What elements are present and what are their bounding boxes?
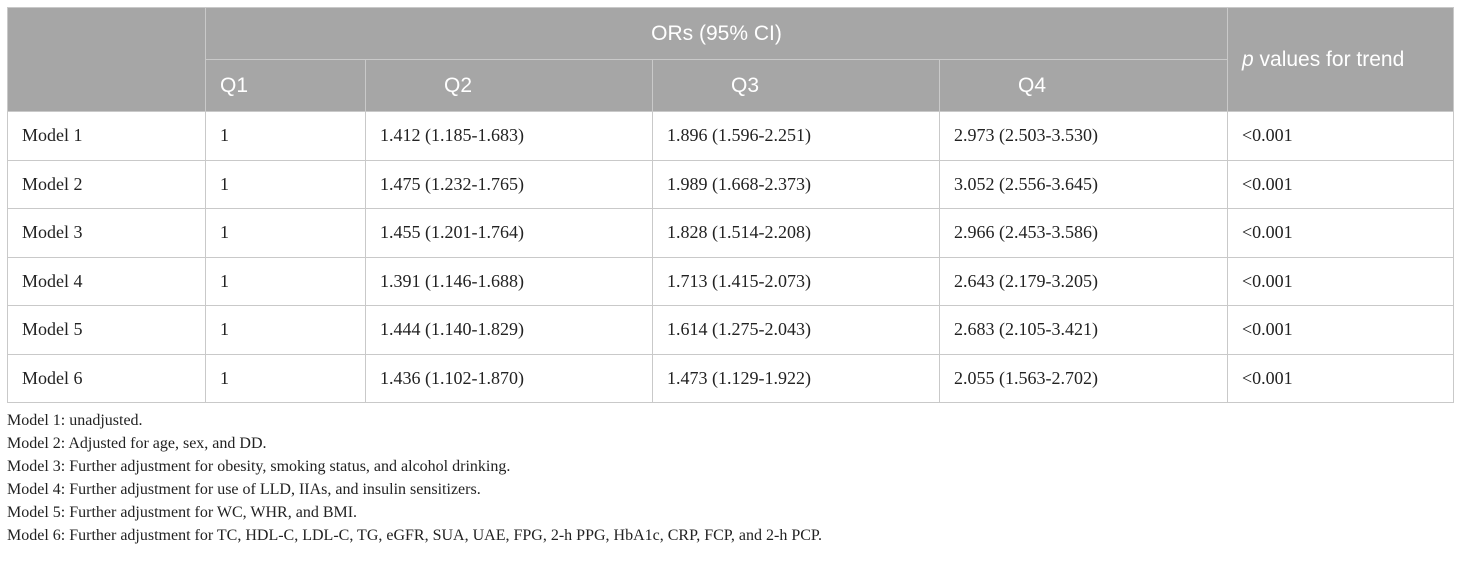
cell-q1: 1 [205,353,366,403]
cell-q1: 1 [205,159,366,209]
header-q1: Q1 [205,59,366,112]
cell-q4: 2.973 (2.503-3.530) [939,111,1228,161]
cell-p-value: <0.001 [1227,256,1454,306]
cell-q4: 2.683 (2.105-3.421) [939,305,1228,355]
footnote: Model 6: Further adjustment for TC, HDL-… [7,527,823,544]
footnote: Model 1: unadjusted. [7,412,143,429]
table-row: Model 2 1 1.475 (1.232-1.765) 1.989 (1.6… [7,159,1454,209]
footnote: Model 3: Further adjustment for obesity,… [7,458,511,475]
cell-p-value: <0.001 [1227,353,1454,403]
cell-q1: 1 [205,305,366,355]
cell-q2: 1.444 (1.140-1.829) [365,305,653,355]
header-q2: Q2 [365,59,653,112]
cell-q1: 1 [205,208,366,258]
table-row: Model 6 1 1.436 (1.102-1.870) 1.473 (1.1… [7,353,1454,403]
header-q3: Q3 [652,59,940,112]
cell-model: Model 4 [7,256,206,306]
table-header: ORs (95% CI) p values for trend Q1 Q2 Q3… [7,7,1454,112]
cell-p-value: <0.001 [1227,111,1454,161]
cell-q2: 1.412 (1.185-1.683) [365,111,653,161]
header-q4: Q4 [939,59,1228,112]
cell-q3: 1.896 (1.596-2.251) [652,111,940,161]
table-row: Model 1 1 1.412 (1.185-1.683) 1.896 (1.5… [7,111,1454,161]
cell-model: Model 5 [7,305,206,355]
header-p-trend: p values for trend [1227,7,1454,112]
cell-q1: 1 [205,256,366,306]
cell-q3: 1.989 (1.668-2.373) [652,159,940,209]
table-row: Model 3 1 1.455 (1.201-1.764) 1.828 (1.5… [7,208,1454,258]
cell-q3: 1.713 (1.415-2.073) [652,256,940,306]
table-footnotes: Model 1: unadjusted. Model 2: Adjusted f… [7,409,822,547]
footnote: Model 2: Adjusted for age, sex, and DD. [7,435,267,452]
cell-q2: 1.455 (1.201-1.764) [365,208,653,258]
cell-p-value: <0.001 [1227,208,1454,258]
cell-q2: 1.475 (1.232-1.765) [365,159,653,209]
footnote: Model 4: Further adjustment for use of L… [7,481,481,498]
cell-q2: 1.391 (1.146-1.688) [365,256,653,306]
cell-q2: 1.436 (1.102-1.870) [365,353,653,403]
table-row: Model 4 1 1.391 (1.146-1.688) 1.713 (1.4… [7,256,1454,306]
cell-model: Model 6 [7,353,206,403]
cell-q4: 3.052 (2.556-3.645) [939,159,1228,209]
header-model-column [7,7,206,112]
cell-model: Model 2 [7,159,206,209]
cell-q4: 2.643 (2.179-3.205) [939,256,1228,306]
table-body: Model 1 1 1.412 (1.185-1.683) 1.896 (1.5… [7,111,1454,403]
table-row: Model 5 1 1.444 (1.140-1.829) 1.614 (1.2… [7,305,1454,355]
odds-ratio-table: ORs (95% CI) p values for trend Q1 Q2 Q3… [7,7,1454,403]
header-or-group: ORs (95% CI) [205,7,1228,60]
cell-q3: 1.614 (1.275-2.043) [652,305,940,355]
cell-q3: 1.828 (1.514-2.208) [652,208,940,258]
cell-q4: 2.966 (2.453-3.586) [939,208,1228,258]
header-p-italic: p [1242,47,1254,71]
cell-q3: 1.473 (1.129-1.922) [652,353,940,403]
header-p-text: values for trend [1253,47,1405,71]
footnote: Model 5: Further adjustment for WC, WHR,… [7,504,358,521]
cell-q1: 1 [205,111,366,161]
cell-model: Model 1 [7,111,206,161]
cell-model: Model 3 [7,208,206,258]
cell-p-value: <0.001 [1227,159,1454,209]
cell-q4: 2.055 (1.563-2.702) [939,353,1228,403]
cell-p-value: <0.001 [1227,305,1454,355]
